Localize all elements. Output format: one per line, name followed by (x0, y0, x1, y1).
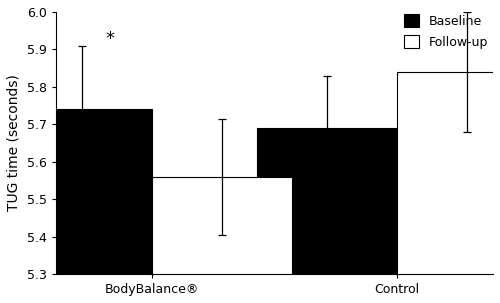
Y-axis label: TUG time (seconds): TUG time (seconds) (7, 75, 21, 211)
Legend: Baseline, Follow-up: Baseline, Follow-up (398, 9, 493, 54)
Text: *: * (106, 29, 115, 48)
Bar (397, 72, 500, 274)
Bar (12, 109, 152, 274)
Bar (257, 128, 397, 274)
Bar (152, 177, 292, 274)
